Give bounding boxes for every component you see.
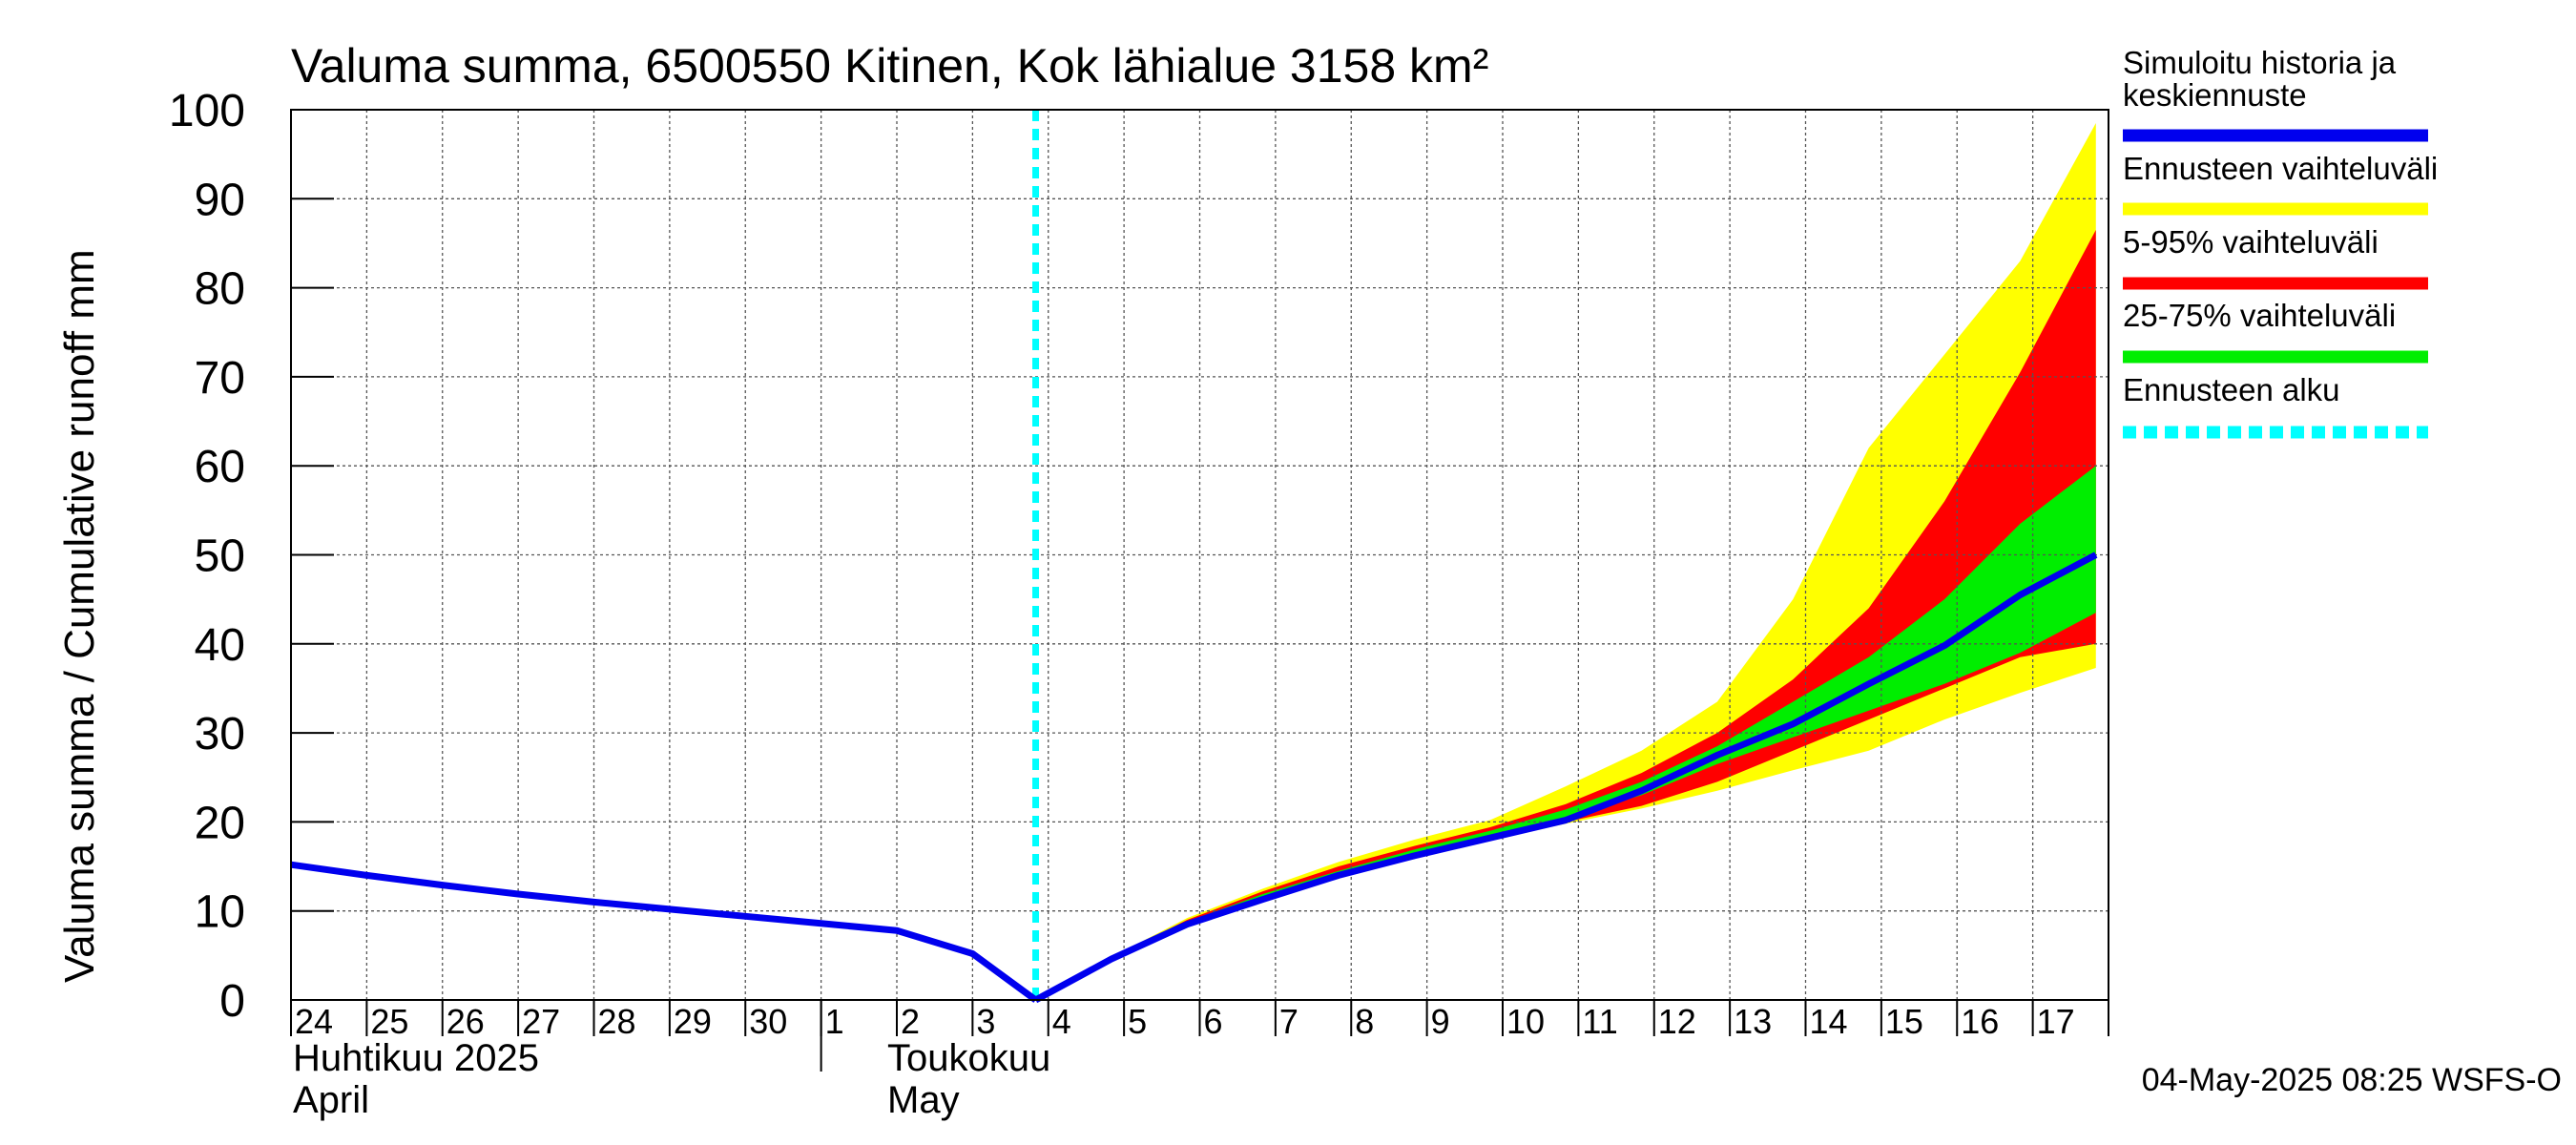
month-label-fi: Huhtikuu 2025 [293, 1037, 539, 1079]
month-label-en: April [293, 1079, 369, 1121]
x-tick-label: 26 [447, 1002, 485, 1041]
y-tick-label: 20 [195, 798, 245, 848]
band-0 [1035, 122, 2096, 1000]
x-tick-label: 6 [1204, 1002, 1223, 1041]
y-tick-label: 50 [195, 531, 245, 582]
y-tick-label: 40 [195, 620, 245, 671]
legend-label: Ennusteen vaihteluväli [2123, 151, 2438, 186]
legend-label: 5-95% vaihteluväli [2123, 224, 2379, 260]
x-tick-label: 1 [825, 1002, 844, 1041]
x-tick-label: 2 [901, 1002, 920, 1041]
axes [290, 109, 2109, 1072]
x-tick-label: 25 [370, 1002, 408, 1041]
y-tick-label: 0 [219, 976, 245, 1027]
x-tick-label: 14 [1810, 1002, 1848, 1041]
history-line [290, 861, 1038, 1003]
y-tick-label: 60 [195, 442, 245, 492]
x-tick-label: 27 [522, 1002, 560, 1041]
mean-forecast-line [1033, 552, 2098, 1004]
legend-label: Simuloitu historia ja [2123, 45, 2397, 80]
x-tick-label: 17 [2037, 1002, 2075, 1041]
band-1 [1035, 229, 2096, 1000]
y-tick-label: 30 [195, 709, 245, 760]
x-tick-label: 7 [1279, 1002, 1298, 1041]
x-tick-label: 13 [1734, 1002, 1772, 1041]
y-tick-label: 80 [195, 264, 245, 315]
x-tick-labels: 24 25 26 27 28 29 30 1 2 3 4 5 6 7 8 9 10 11 12 13 14 15 16 17 [295, 1002, 2075, 1041]
x-tick-label: 16 [1961, 1002, 1999, 1041]
x-tick-label: 9 [1431, 1002, 1450, 1041]
mean-lines [290, 552, 2098, 1004]
chart-title: Valuma summa, 6500550 Kitinen, Kok lähia… [291, 39, 1488, 93]
y-tick-labels: 0 10 20 30 40 50 60 70 80 90 100 [169, 86, 245, 1027]
month-label-en: May [887, 1079, 960, 1121]
y-tick-label: 90 [195, 175, 245, 225]
x-tick-label: 11 [1582, 1002, 1617, 1041]
x-tick-label: 5 [1128, 1002, 1147, 1041]
x-tick-label: 8 [1355, 1002, 1374, 1041]
x-tick-label: 29 [674, 1002, 712, 1041]
x-tick-label: 4 [1052, 1002, 1071, 1041]
x-tick-label: 24 [295, 1002, 333, 1041]
legend-label: keskiennuste [2123, 77, 2307, 113]
y-tick-label: 100 [169, 86, 245, 136]
month-label-fi: Toukokuu [887, 1037, 1050, 1079]
x-tick-label: 15 [1885, 1002, 1923, 1041]
x-tick-label: 28 [598, 1002, 636, 1041]
x-tick-label: 30 [749, 1002, 787, 1041]
x-tick-label: 3 [976, 1002, 995, 1041]
legend-label: 25-75% vaihteluväli [2123, 298, 2396, 333]
forecast-bands [1035, 122, 2096, 1000]
y-axis-label: Valuma summa / Cumulative runoff mm [56, 249, 103, 983]
legend-label: Ennusteen alku [2123, 372, 2340, 407]
x-tick-label: 12 [1658, 1002, 1696, 1041]
y-tick-label: 70 [195, 353, 245, 404]
x-tick-label: 10 [1506, 1002, 1545, 1041]
footer-timestamp: 04-May-2025 08:25 WSFS-O [2142, 1062, 2562, 1098]
y-tick-label: 10 [195, 887, 245, 938]
